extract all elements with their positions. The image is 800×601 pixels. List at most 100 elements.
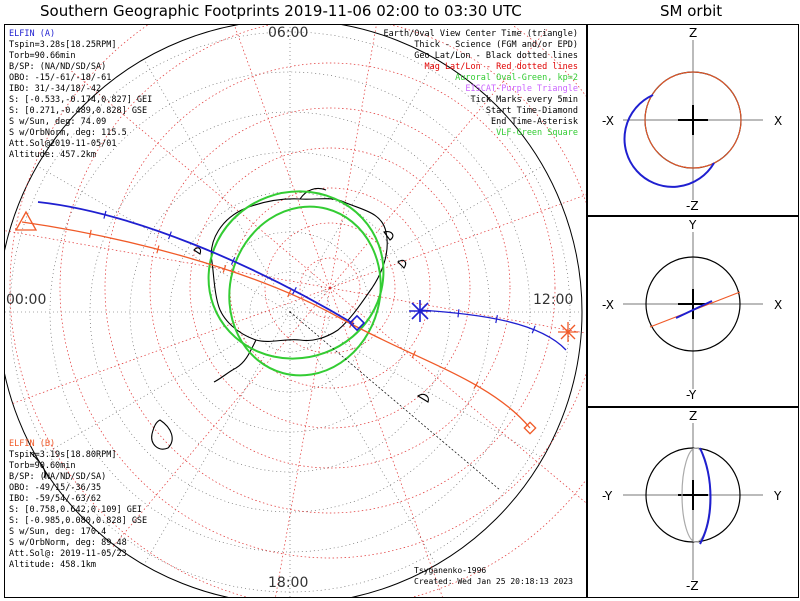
info-line: B/SP: (NA/ND/SD/SA)	[9, 472, 107, 482]
legend: Earth/Oval View Center Time (triangle) T…	[384, 29, 578, 139]
elfin-b-name: ELFIN (B)	[9, 439, 56, 449]
legend-item: Tick Marks every 5min	[470, 95, 578, 105]
tick-mark	[457, 309, 460, 318]
hour-label-00: 00:00	[6, 292, 47, 308]
tick-mark	[156, 245, 160, 254]
legend-item: EISCAT-Purple Triangle	[465, 84, 578, 94]
mag-lon-line	[10, 287, 331, 405]
geo-lon-line	[143, 58, 291, 313]
footprint-map-frame	[4, 24, 587, 598]
axis-right-label: X	[774, 298, 782, 312]
tick-mark	[230, 257, 236, 265]
geo-lon-line	[289, 311, 544, 459]
geo-lon-line	[289, 58, 437, 313]
tick-mark	[531, 325, 536, 334]
info-line: B/SP: (NA/ND/SD/SA)	[9, 62, 107, 72]
info-line: OBO: -49/15/-36/35	[9, 483, 102, 493]
elfin-b-track	[21, 221, 531, 429]
elfin-b-orbit	[644, 71, 742, 169]
info-line: Altitude: 458.1km	[9, 560, 96, 570]
mag-lon-line	[329, 287, 443, 597]
mag-lon-line	[111, 287, 331, 549]
axis-bottom-label: -Z	[686, 199, 699, 213]
geo-lon-line	[143, 311, 291, 566]
axis-left-label: -X	[602, 114, 614, 128]
info-line: Torb=90.60min	[9, 461, 76, 471]
mag-lat-circle	[104, 62, 556, 514]
info-line: S w/Sun, deg: 170.4	[9, 527, 107, 537]
elfin-b-start-diamond	[523, 421, 537, 435]
info-line: S: [0.758,0.642,0.109] GEI	[9, 505, 143, 515]
axis-top-label: Y	[688, 218, 697, 232]
elfin-a-track-2	[419, 309, 567, 351]
info-line: S: [-0.533,-0.174,0.827] GEI	[9, 95, 153, 105]
legend-item: Earth/Oval View Center Time (triangle)	[383, 29, 578, 39]
mag-lon-line	[329, 287, 586, 334]
elfin-a-orbit	[699, 447, 712, 545]
credit-created: Created: Wed Jan 25 20:18:13 2023	[414, 577, 573, 586]
hour-label-12: 12:00	[533, 292, 574, 308]
earth-circle	[645, 256, 741, 352]
axis-left-label: -Y	[602, 489, 613, 503]
axis-bottom-label: -Y	[686, 388, 697, 402]
sm-panel-xy: Y -Y -X X	[587, 216, 799, 407]
info-line: S: [0.271,-0.489,0.828] GSE	[9, 106, 148, 116]
legend-item: Thick - Science (FGM and/or EPD)	[414, 40, 578, 50]
mag-lat-circle	[299, 257, 361, 319]
earth-circle	[645, 447, 741, 543]
elfin-a-name: ELFIN (A)	[9, 29, 56, 39]
sm-panel-yz: Z -Z -Y Y	[587, 407, 799, 598]
sm-panel-xz: Z -Z -X X	[587, 24, 799, 216]
info-line: IBO: -59/54/-63/62	[9, 494, 102, 504]
mag-lat-circle	[189, 147, 471, 429]
antarctica-coastline	[29, 187, 429, 479]
legend-item: Mag Lat/Lon - Red dotted lines	[424, 62, 578, 72]
elfin-a-orbit	[675, 300, 713, 319]
axis-left-label: -X	[602, 298, 614, 312]
mag-lon-line	[233, 25, 331, 289]
mag-lon-line	[329, 27, 549, 289]
elfin-b-end-asterisk	[558, 322, 578, 342]
legend-item: Auroral Oval-Green, kp=2	[455, 73, 578, 83]
axis-top-label: Z	[689, 26, 697, 40]
elfin-a-info: ELFIN (A) Tspin=3.28s[18.25RPM] Torb=90.…	[9, 29, 152, 161]
info-line: OBO: -15/-61/-18/-61	[9, 73, 112, 83]
map-boundary-circle	[5, 25, 583, 597]
geo-lon-line	[289, 311, 437, 566]
geo-lon-line	[36, 311, 291, 459]
footprint-map	[5, 25, 586, 597]
tick-mark	[88, 229, 92, 238]
view-center-line	[289, 311, 501, 491]
elfin-a-orbit	[623, 94, 715, 188]
hour-label-18: 18:00	[268, 575, 309, 591]
info-line: S w/OrbNorm, deg: 89.48	[9, 538, 127, 548]
mag-lat-circle	[149, 107, 511, 469]
credit: Tsyganenko-1996 Created: Wed Jan 25 20:1…	[414, 565, 573, 587]
legend-item: VLF-Green Square	[496, 128, 578, 138]
legend-item: Start Time-Diamond	[485, 106, 578, 116]
elfin-a-end-asterisk	[409, 300, 431, 322]
sm-orbit-title: SM orbit	[660, 2, 723, 20]
tick-mark	[287, 289, 292, 298]
mag-lat-circle	[229, 187, 431, 389]
info-line: S w/Sun, deg: 74.09	[9, 117, 107, 127]
tick-mark	[411, 350, 417, 359]
mag-lon-line	[5, 230, 331, 289]
info-line: Altitude: 457.2km	[9, 150, 96, 160]
tick-mark	[495, 314, 498, 324]
info-line: Torb=90.66min	[9, 51, 76, 61]
auroral-oval	[207, 190, 385, 377]
info-line: Tspin=3.19s[18.80RPM]	[9, 450, 117, 460]
elfin-a-start-diamond	[348, 314, 366, 332]
tick-mark	[222, 264, 227, 273]
axis-bottom-label: -Z	[686, 579, 699, 593]
tick-mark	[103, 210, 107, 219]
info-line: IBO: 31/-34/18/-42	[9, 84, 102, 94]
axis-right-label: X	[774, 114, 782, 128]
elfin-b-view-triangle	[14, 210, 38, 231]
legend-item: Geo Lat/Lon - Black dotted lines	[414, 51, 578, 61]
mag-lat-circle	[9, 25, 586, 597]
tick-mark	[168, 231, 172, 240]
mag-lon-line	[275, 287, 331, 597]
mag-lon-line	[69, 69, 331, 289]
